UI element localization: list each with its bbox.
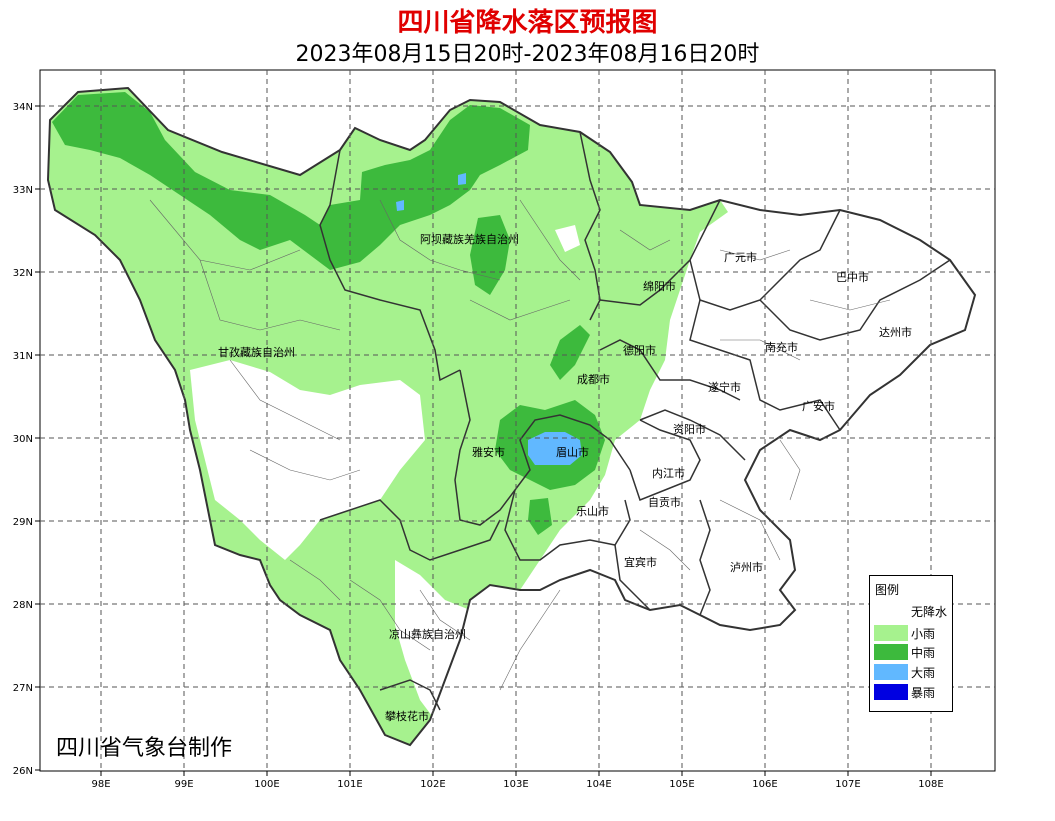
city-label-guangyuan: 广元市 (724, 250, 757, 264)
legend-label: 中雨 (911, 646, 936, 660)
lon-label: 99E (174, 779, 193, 790)
region-moderate-rain-chengdu (550, 325, 590, 380)
city-label-ganzi: 甘孜藏族自治州 (218, 345, 295, 359)
lon-label: 104E (586, 779, 611, 790)
city-label-zigong: 自贡市 (648, 495, 681, 509)
legend-item: 无降水 (874, 602, 952, 620)
province-boundary (46, 86, 977, 747)
city-label-deyang: 德阳市 (623, 343, 656, 357)
region-heavy-rain-aba-1 (458, 173, 466, 185)
lon-labels: 98E 99E 100E 101E 102E 103E 104E 105E 10… (91, 779, 943, 790)
prefecture-boundaries (319, 131, 951, 711)
legend-label: 暴雨 (911, 686, 936, 700)
lat-label: 26N (13, 766, 33, 777)
city-labels: 阿坝藏族羌族自治州 甘孜藏族自治州 凉山彝族自治州 攀枝花市 广元市 巴中市 绵… (218, 232, 912, 723)
city-label-leshan: 乐山市 (576, 504, 609, 518)
lon-label: 101E (337, 779, 362, 790)
city-label-yibin: 宜宾市 (624, 555, 657, 569)
city-label-ziyang: 资阳市 (673, 422, 706, 436)
city-label-dazhou: 达州市 (879, 325, 912, 339)
region-moderate-rain-leshan (528, 498, 552, 535)
lon-label: 102E (420, 779, 445, 790)
city-label-aba: 阿坝藏族羌族自治州 (420, 232, 519, 246)
lat-label: 28N (13, 600, 33, 611)
county-boundaries (149, 199, 891, 691)
legend: 图例 无降水 小雨 中雨 大雨 暴雨 (869, 575, 953, 712)
tick-marks (35, 105, 932, 776)
legend-label: 大雨 (911, 666, 936, 680)
lon-label: 108E (918, 779, 943, 790)
map-subtitle: 2023年08月15日20时-2023年08月16日20时 (295, 42, 760, 67)
legend-label: 小雨 (911, 627, 936, 641)
city-label-bazhong: 巴中市 (836, 270, 869, 284)
lon-label: 98E (91, 779, 110, 790)
legend-swatch (874, 644, 908, 660)
lat-label: 33N (13, 185, 33, 196)
city-label-yaan: 雅安市 (472, 445, 505, 459)
region-no-rain-aba (555, 225, 580, 252)
city-label-panzhihua: 攀枝花市 (385, 709, 429, 723)
region-moderate-rain-north (52, 92, 530, 270)
city-label-liangshan: 凉山彝族自治州 (389, 627, 466, 641)
city-label-suining: 遂宁市 (708, 380, 741, 394)
region-heavy-rain-aba-2 (396, 200, 404, 211)
lat-label: 27N (13, 683, 33, 694)
grid-lines (40, 70, 995, 771)
region-no-rain-south (395, 560, 480, 720)
lat-label: 29N (13, 517, 33, 528)
city-label-luzhou: 泸州市 (730, 560, 763, 574)
legend-item: 大雨 (874, 663, 952, 681)
legend-item: 小雨 (874, 624, 952, 642)
legend-swatch (874, 664, 908, 680)
city-label-meishan: 眉山市 (556, 445, 589, 459)
region-heavy-rain-meishan (528, 432, 582, 465)
lon-label: 103E (503, 779, 528, 790)
city-label-mianyang: 绵阳市 (643, 279, 676, 293)
legend-item: 中雨 (874, 643, 952, 661)
lat-label: 34N (13, 102, 33, 113)
legend-label: 无降水 (911, 605, 948, 619)
legend-swatch (874, 603, 908, 619)
legend-swatch (874, 684, 908, 700)
lat-label: 32N (13, 268, 33, 279)
region-no-rain-west (190, 360, 425, 560)
legend-item: 暴雨 (874, 683, 952, 701)
lat-labels: 34N 33N 32N 31N 30N 29N 28N 27N 26N (13, 102, 33, 777)
city-label-nanchong: 南充市 (765, 340, 798, 354)
city-label-guangan: 广安市 (802, 399, 835, 413)
lon-label: 105E (669, 779, 694, 790)
lat-label: 31N (13, 351, 33, 362)
legend-swatch (874, 625, 908, 641)
city-label-neijiang: 内江市 (652, 466, 685, 480)
city-label-chengdu: 成都市 (577, 372, 610, 386)
map-title: 四川省降水落区预报图 (397, 8, 658, 38)
legend-title: 图例 (875, 583, 900, 597)
lat-label: 30N (13, 434, 33, 445)
lon-label: 107E (835, 779, 860, 790)
lon-label: 106E (752, 779, 777, 790)
lon-label: 100E (254, 779, 279, 790)
producer-credit: 四川省气象台制作 (56, 736, 233, 761)
